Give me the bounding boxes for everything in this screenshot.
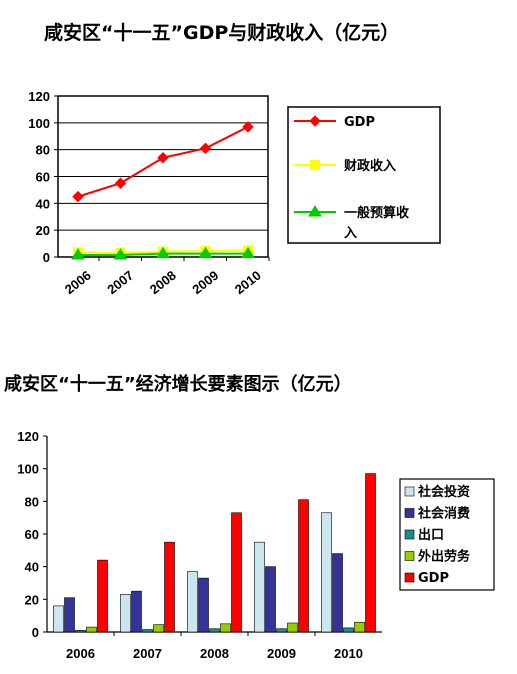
y-tick-label: 20 — [36, 223, 50, 238]
bar — [321, 512, 332, 633]
bar — [64, 597, 75, 633]
y-tick-label: 100 — [28, 116, 50, 131]
y-tick-label: 80 — [25, 494, 39, 509]
y-tick-label: 40 — [25, 560, 39, 575]
y-tick-label: 0 — [43, 250, 50, 265]
bar — [287, 622, 298, 633]
chart2-title: 咸安区“十一五”经济增长要素图示（亿元） — [4, 374, 352, 395]
y-tick-label: 80 — [36, 143, 50, 158]
x-tick-label: 2009 — [267, 646, 296, 661]
bar — [75, 630, 86, 633]
bar — [298, 499, 309, 633]
x-tick-label: 2010 — [334, 646, 363, 661]
y-tick-label: 60 — [25, 527, 39, 542]
x-tick-label: 2007 — [133, 646, 162, 661]
bar — [254, 541, 265, 633]
series-1 — [72, 121, 254, 203]
data-point — [199, 142, 212, 155]
bar — [142, 629, 153, 633]
legend-marker — [310, 160, 320, 170]
bar — [97, 559, 108, 633]
bar — [153, 624, 164, 633]
y-tick-label: 100 — [17, 462, 39, 477]
y-tick-label: 40 — [36, 196, 50, 211]
y-tick-label: 120 — [17, 429, 39, 444]
bar — [53, 605, 64, 633]
bar — [220, 623, 231, 633]
data-point — [114, 177, 127, 189]
y-tick-label: 120 — [28, 89, 50, 104]
bar — [354, 621, 365, 633]
bar — [365, 473, 376, 633]
bar — [276, 628, 287, 633]
legend-swatch — [404, 551, 415, 561]
x-tick-label: 2006 — [66, 646, 95, 661]
y-tick-label: 60 — [36, 170, 50, 185]
bar — [120, 594, 131, 633]
legend-label: GDP — [418, 571, 449, 586]
bar — [86, 626, 97, 633]
legend-label: 入 — [344, 226, 357, 241]
legend-swatch — [404, 572, 415, 583]
legend-label: 社会消费 — [417, 506, 470, 522]
bar — [231, 512, 242, 633]
series-3 — [71, 246, 255, 260]
bar — [209, 628, 220, 633]
data-point — [242, 121, 254, 133]
y-tick-label: 0 — [32, 625, 39, 640]
legend-label: GDP — [344, 115, 375, 130]
data-point — [71, 248, 85, 260]
bar — [332, 553, 343, 633]
bar — [164, 541, 175, 633]
legend-swatch — [404, 486, 415, 497]
legend-label: 社会投资 — [417, 484, 470, 500]
legend-label: 外出劳务 — [417, 549, 471, 565]
y-tick-label: 20 — [25, 592, 39, 607]
chart1-title: 咸安区“十一五”GDP与财政收入（亿元） — [44, 22, 400, 44]
data-point — [156, 246, 170, 259]
legend-label: 一般预算收 — [344, 205, 410, 221]
legend-label: 财政收入 — [344, 158, 396, 174]
data-point — [72, 190, 84, 203]
bar — [131, 590, 142, 633]
legend-swatch — [404, 529, 415, 540]
legend-marker — [309, 115, 321, 127]
legend-swatch — [404, 508, 415, 518]
x-tick-label: 2008 — [200, 646, 229, 661]
data-point — [113, 248, 128, 260]
legend-label: 出口 — [418, 527, 444, 543]
legend-marker — [308, 205, 322, 217]
legend-box — [399, 478, 495, 591]
data-point — [157, 152, 169, 164]
bar — [343, 627, 354, 633]
data-point — [198, 246, 213, 259]
bar — [198, 577, 209, 633]
legend-box — [287, 106, 441, 244]
bar — [187, 571, 198, 633]
bar — [265, 566, 276, 633]
data-point — [241, 246, 255, 259]
